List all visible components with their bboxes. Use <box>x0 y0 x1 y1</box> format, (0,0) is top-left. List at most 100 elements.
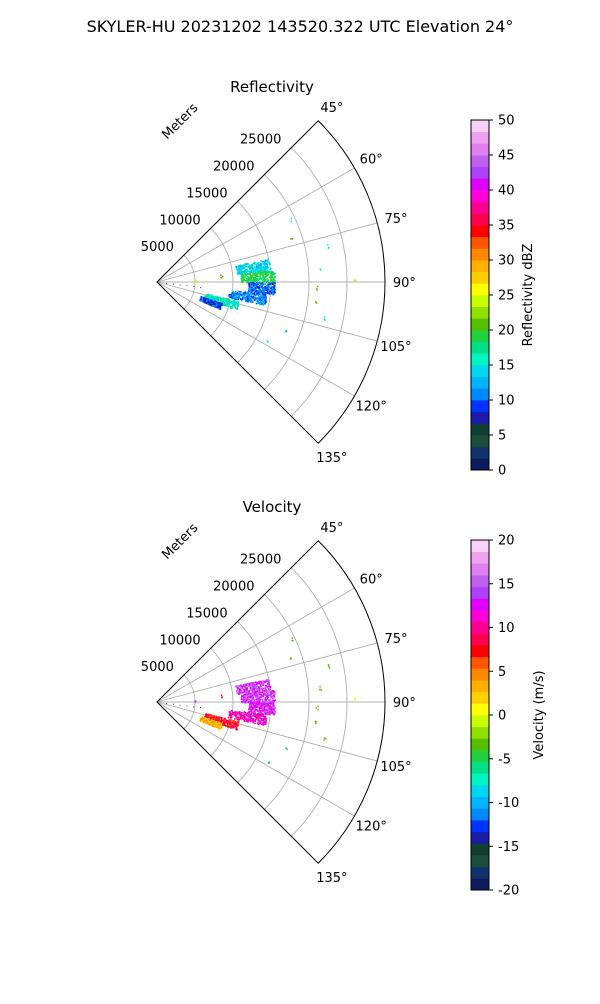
echo-point <box>327 664 330 666</box>
echo-pixel <box>260 290 263 292</box>
echo-pixel <box>256 700 258 702</box>
echo-pixel <box>219 723 222 725</box>
echo-pixel <box>247 279 250 282</box>
echo-point <box>323 316 326 318</box>
echo-pixel <box>250 299 252 301</box>
echo-pixel <box>208 722 211 724</box>
echo-pixel <box>273 282 276 285</box>
echo-pixel <box>248 278 250 281</box>
echo-pixel <box>255 693 258 695</box>
echo-pixel <box>254 287 257 289</box>
echo-pixel <box>238 718 240 721</box>
echo-pixel <box>265 286 268 288</box>
echo-pixel <box>249 298 252 300</box>
echo-pixel <box>266 272 268 275</box>
colorbar-segment <box>471 750 489 763</box>
echo-pixel <box>261 302 264 305</box>
echo-pixel <box>216 303 218 306</box>
figure-title: SKYLER-HU 20231202 143520.322 UTC Elevat… <box>87 17 514 36</box>
echo-pixel <box>256 277 259 280</box>
echo-pixel <box>266 697 268 700</box>
echo-pixel <box>269 702 272 704</box>
echo-pixel <box>235 724 237 727</box>
echo-pixel <box>258 302 260 305</box>
echo-pixel <box>255 282 258 285</box>
echo-pixel <box>262 705 264 707</box>
echo-pixel <box>210 723 213 726</box>
echo-pixel <box>251 698 253 701</box>
echo-point <box>289 657 292 660</box>
echo-pixel <box>238 264 241 267</box>
echo-pixel <box>266 678 268 681</box>
colorbar-segment <box>471 155 489 168</box>
echo-pixel <box>253 704 256 707</box>
echo-pixel <box>254 278 256 280</box>
echo-pixel <box>227 723 229 726</box>
echo-pixel <box>258 296 260 299</box>
echo-pixel <box>229 300 231 303</box>
echo-pixel <box>248 294 251 296</box>
echo-pixel <box>234 292 236 294</box>
echo-pixel <box>208 717 211 719</box>
colorbar-tick-label: 30 <box>498 254 515 269</box>
echo-pixel <box>264 273 267 276</box>
echo-point <box>220 277 222 279</box>
echo-pixel <box>228 711 231 714</box>
echo-pixel <box>217 302 220 305</box>
colorbar-tick-label: 20 <box>498 534 515 549</box>
echo-pixel <box>229 723 231 725</box>
echo-pixel <box>213 296 216 299</box>
echo-pixel <box>218 296 221 299</box>
echo-pixel <box>246 695 248 697</box>
colorbar-segment <box>471 458 489 471</box>
echo-pixel <box>272 699 274 702</box>
echo-pixel <box>267 683 269 685</box>
echo-pixel <box>258 721 260 724</box>
echo-pixel <box>259 275 261 278</box>
echo-pixel <box>264 711 266 714</box>
echo-pixel <box>243 697 245 700</box>
echo-pixel <box>247 294 250 297</box>
echo-pixel <box>223 304 225 306</box>
echo-pixel <box>215 726 218 728</box>
echo-pixel <box>251 275 253 278</box>
echo-pixel <box>270 278 272 280</box>
colorbar-segment <box>471 866 489 879</box>
echo-pixel <box>259 699 261 701</box>
azimuth-spoke <box>156 701 378 762</box>
echo-pixel <box>238 292 241 295</box>
echo-point <box>284 330 287 333</box>
echo-pixel <box>255 298 257 300</box>
echo-pixel <box>269 274 272 277</box>
echo-pixel <box>245 293 247 296</box>
echo-pixel <box>257 262 260 264</box>
echo-pixel <box>246 712 249 714</box>
echo-pixel <box>239 291 241 293</box>
echo-pixel <box>250 682 252 684</box>
echo-pixel <box>258 284 261 287</box>
polar-plot: 5000 10000 15000 20000 25000 Meters 45° 60° 75° 9… <box>141 101 416 466</box>
echo-pixel <box>247 299 249 301</box>
echo-pixel <box>267 692 270 694</box>
echo-pixel <box>243 717 246 719</box>
echo-pixel <box>240 691 242 694</box>
echo-pixel <box>271 690 273 692</box>
echo-pixel <box>231 305 233 308</box>
echo-pixel <box>245 711 247 714</box>
echo-pixel <box>244 686 246 688</box>
echo-pixel <box>246 718 249 720</box>
echo-pixel <box>252 278 255 281</box>
echo-pixel <box>264 684 267 687</box>
echo-pixel <box>245 687 247 690</box>
echo-pixel <box>237 301 239 304</box>
echo-point <box>222 275 224 278</box>
echo-pixel <box>273 287 275 289</box>
echo-pixel <box>238 268 240 271</box>
echo-pixel <box>250 689 252 691</box>
echo-pixel <box>264 710 266 713</box>
echo-pixel <box>231 724 234 726</box>
echo-pixel <box>240 693 242 695</box>
echo-pixel <box>227 716 230 719</box>
echo-pixel <box>243 684 245 686</box>
echo-pixel <box>235 298 237 301</box>
